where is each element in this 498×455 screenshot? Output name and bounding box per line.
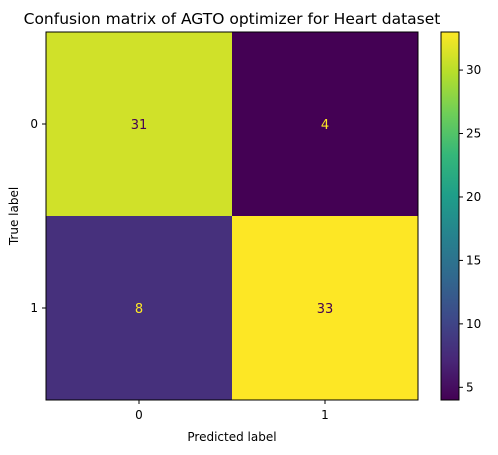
y-axis-ticks: 01: [30, 117, 46, 315]
matrix-cell-0-0: [46, 32, 233, 217]
colorbar-tick-label: 15: [466, 253, 481, 267]
matrix-cells: 31 4 8 33: [46, 32, 419, 401]
colorbar-tick-label: 5: [466, 380, 474, 394]
cell-value-0-0: 31: [131, 118, 148, 133]
colorbar-frame: [440, 31, 460, 401]
colorbar: [441, 32, 459, 400]
matrix-cell-0-1: [232, 32, 419, 217]
x-tick-label: 1: [321, 408, 329, 422]
colorbar-tick-label: 25: [466, 127, 481, 141]
x-axis-label: Predicted label: [187, 430, 276, 444]
cell-value-1-1: 33: [317, 302, 334, 317]
matrix-cell-1-0: [46, 216, 233, 401]
chart-title: Confusion matrix of AGTO optimizer for H…: [24, 10, 441, 28]
cell-value-0-1: 4: [321, 118, 329, 133]
colorbar-tick-label: 20: [466, 190, 481, 204]
matrix-cell-1-1: [232, 216, 419, 401]
cell-value-1-0: 8: [135, 302, 143, 317]
y-tick-label: 0: [30, 117, 38, 131]
plot-frame: [45, 31, 419, 401]
colorbar-ticks: 5 10 15 20 25 30: [459, 63, 481, 394]
colorbar-tick-label: 10: [466, 317, 481, 331]
colorbar-tick-label: 30: [466, 63, 481, 77]
y-axis-label: True label: [7, 187, 21, 246]
y-tick-label: 1: [30, 301, 38, 315]
x-tick-label: 0: [135, 408, 143, 422]
